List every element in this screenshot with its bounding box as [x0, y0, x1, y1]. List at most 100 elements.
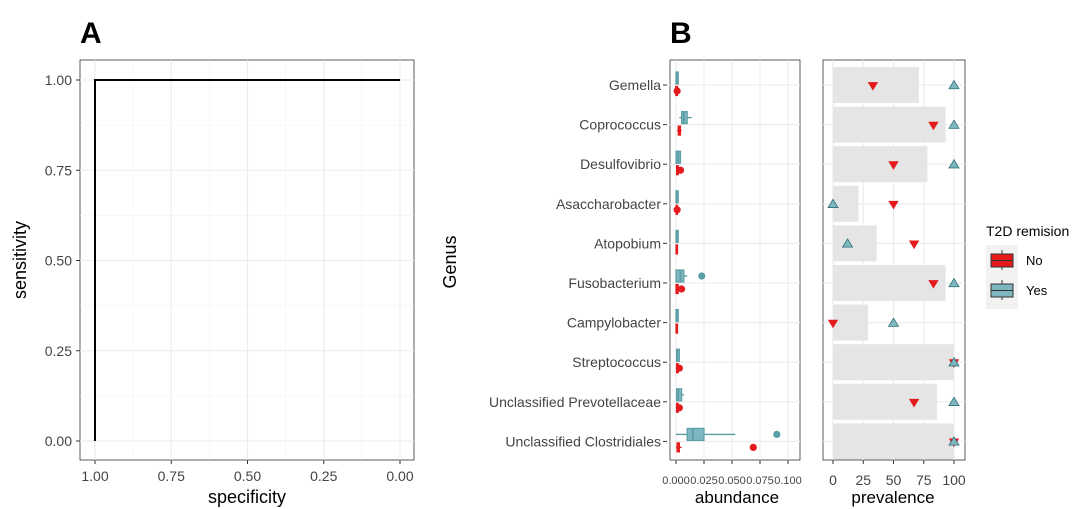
abundance-box-no [675, 165, 685, 176]
roc-x-tick-label: 0.25 [310, 468, 337, 484]
roc-x-tick-label: 0.75 [158, 468, 185, 484]
prevalence-point-no [908, 398, 920, 408]
abundance-box-no-outlier [678, 285, 686, 293]
abundance-box-yes [675, 388, 684, 402]
abundance-box-yes [679, 110, 692, 125]
prevalence-point-no [908, 240, 920, 250]
prevalence-point-yes [827, 198, 839, 208]
abundance-box-no [673, 85, 681, 97]
abundance-box-no [677, 125, 682, 136]
prevalence-point-no [827, 319, 839, 329]
prevalence-point-yes [948, 158, 960, 169]
prevalence-marks [827, 67, 960, 460]
roc-y-tick-label: 0.00 [45, 433, 72, 449]
prevalence-bar [833, 146, 928, 183]
abundance-box-yes-outlier [698, 272, 706, 280]
abundance-box-yes [675, 71, 679, 85]
genus-label: Asaccharobacter [556, 196, 661, 212]
abundance-box-yes [676, 427, 781, 441]
abundance-box-yes [675, 269, 706, 283]
prevalence-point-yes [948, 396, 960, 406]
roc-y-tick-label: 1.00 [45, 72, 72, 88]
roc-x-tick-label: 0.00 [386, 468, 413, 484]
panel-a-letter: A [80, 17, 102, 50]
prevalence-x-tick-label: 75 [916, 472, 932, 488]
prevalence-bar [833, 106, 946, 143]
abundance-box-no [675, 323, 679, 334]
abundance-box-yes-box [686, 427, 705, 441]
abundance-box-no-outlier [675, 404, 683, 412]
prevalence-point-yes [948, 79, 960, 90]
abundance-ticks: 0.000 0.025 0.050 0.075 0.100 [662, 460, 802, 487]
abundance-box-no [676, 442, 757, 453]
roc-x-tick-label: 1.00 [81, 468, 108, 484]
abundance-box-yes [675, 150, 682, 164]
abundance-box-yes-outlier [773, 430, 781, 438]
genus-label: Gemella [609, 77, 661, 93]
abundance-x-tick-label: 0.025 [690, 475, 718, 487]
abundance-grid [670, 60, 800, 460]
roc-y-tick-label: 0.25 [45, 343, 72, 359]
genus-labels: Gemella Coprococcus Desulfovibrio Asaccharo… [489, 77, 667, 449]
roc-y-axis-title: sensitivity [10, 221, 30, 299]
genus-label: Desulfovibrio [580, 156, 661, 172]
abundance-x-tick-label: 0.075 [746, 475, 774, 487]
prevalence-bar [833, 185, 859, 222]
prevalence-point-yes [948, 356, 960, 367]
abundance-box-yes [675, 348, 680, 362]
legend: T2D remision No Yes [986, 223, 1069, 309]
prevalence-point-no [928, 280, 939, 289]
prevalence-bar [833, 304, 869, 341]
abundance-axis-title: abundance [695, 488, 779, 507]
prevalence-x-tick-label: 0 [829, 472, 837, 488]
legend-label: No [1026, 253, 1043, 268]
abundance-box-no-outlier [673, 206, 681, 214]
prevalence-bar [833, 423, 954, 460]
prevalence-x-tick-label: 25 [855, 472, 871, 488]
prevalence-point-no [888, 161, 899, 170]
genus-label: Coprococcus [579, 117, 661, 133]
abundance-box-no-outlier [673, 87, 681, 95]
roc-y-tick-label: 0.50 [45, 253, 72, 269]
abundance-panel-background [669, 59, 801, 461]
genus-label: Fusobacterium [568, 275, 661, 291]
prevalence-bar [833, 265, 946, 301]
roc-ticks: 1.00 0.75 0.50 0.25 0.00 0.00 0.25 0.50 0.75 1.00 [45, 72, 414, 484]
roc-curve [94, 79, 400, 441]
abundance-box-no [675, 244, 679, 255]
roc-x-axis-title: specificity [208, 487, 286, 507]
prevalence-bar [833, 225, 877, 262]
roc-x-tick-label: 0.50 [234, 468, 261, 484]
abundance-box-no [675, 402, 683, 413]
genus-label: Atopobium [594, 235, 661, 251]
abundance-x-tick-label: 0.050 [718, 475, 746, 487]
genus-label: Streptococcus [572, 354, 661, 370]
abundance-box-no [673, 204, 681, 215]
abundance-box-no-outlier [676, 166, 685, 174]
abundance-box-yes [675, 229, 679, 243]
abundance-boxplots [673, 71, 781, 453]
prevalence-bar [833, 344, 954, 381]
prevalence-ticks: 0 25 50 75 100 [829, 460, 966, 488]
abundance-box-yes [675, 190, 679, 204]
abundance-x-tick-label: 0.100 [774, 475, 802, 487]
prevalence-point-yes [948, 277, 960, 288]
abundance-x-tick-label: 0.000 [662, 475, 690, 487]
legend-title: T2D remision [986, 223, 1069, 239]
panel-b-letter: B [670, 17, 692, 50]
abundance-box-no [675, 363, 683, 374]
genus-label: Unclassified Clostridiales [505, 433, 661, 449]
abundance-box-no-outlier [675, 364, 683, 372]
prevalence-point-yes [948, 436, 960, 446]
prevalence-point-no [928, 121, 939, 131]
roc-y-tick-label: 0.75 [45, 162, 72, 178]
legend-label: Yes [1026, 283, 1048, 298]
genus-label: Unclassified Prevotellaceae [489, 394, 661, 410]
abundance-box-yes [675, 309, 679, 323]
abundance-box-no [675, 283, 686, 295]
genus-axis-title: Genus [440, 235, 460, 288]
prevalence-point-no [888, 200, 899, 210]
prevalence-point-no [867, 82, 879, 91]
prevalence-point-yes [887, 317, 900, 327]
